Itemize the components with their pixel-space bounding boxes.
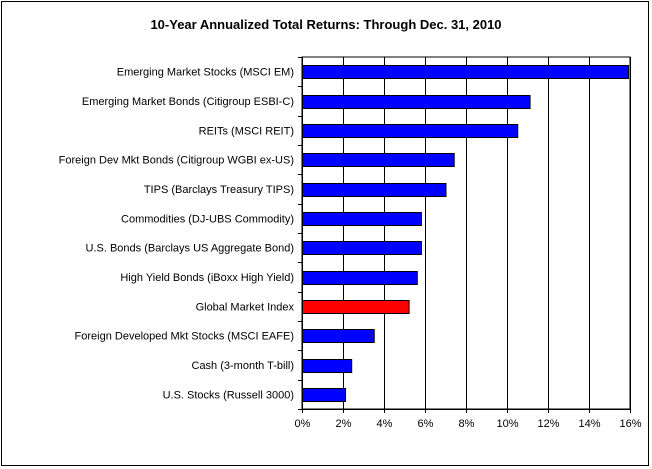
bar: [302, 183, 447, 197]
x-tick-label: 0%: [295, 418, 311, 430]
bar: [302, 124, 519, 138]
chart-title: 10-Year Annualized Total Returns: Throug…: [150, 17, 502, 32]
category-label: Emerging Market Stocks (MSCI EM): [117, 67, 294, 79]
bar: [302, 212, 422, 226]
category-label: High Yield Bonds (iBoxx High Yield): [120, 272, 294, 284]
x-tick-label: 12%: [537, 418, 559, 430]
bar: [302, 153, 455, 167]
bar: [302, 241, 422, 255]
category-label: TIPS (Barclays Treasury TIPS): [144, 184, 294, 196]
category-label: Foreign Dev Mkt Bonds (Citigroup WGBI ex…: [59, 155, 294, 167]
category-label: Foreign Developed Mkt Stocks (MSCI EAFE): [75, 331, 294, 343]
bar: [302, 359, 353, 373]
x-tick-label: 8%: [459, 418, 475, 430]
x-tick-label: 4%: [377, 418, 393, 430]
category-label: Cash (3-month T-bill): [192, 360, 295, 372]
x-tick-label: 2%: [336, 418, 352, 430]
bar: [302, 271, 418, 285]
x-tick-label: 16%: [619, 418, 641, 430]
category-label: U.S. Stocks (Russell 3000): [163, 389, 294, 401]
category-label: Emerging Market Bonds (Citigroup ESBI-C): [82, 96, 294, 108]
bar: [302, 300, 410, 314]
category-label: Commodities (DJ-UBS Commodity): [121, 213, 294, 225]
bar: [302, 65, 629, 79]
category-label: REITs (MSCI REIT): [199, 125, 294, 137]
bar: [302, 95, 531, 109]
x-tick-label: 10%: [496, 418, 518, 430]
category-label: Global Market Index: [196, 301, 295, 313]
x-tick-label: 6%: [418, 418, 434, 430]
category-label: U.S. Bonds (Barclays US Aggregate Bond): [86, 243, 295, 255]
bar: [302, 329, 375, 343]
x-tick-label: 14%: [578, 418, 600, 430]
bar: [302, 388, 347, 402]
